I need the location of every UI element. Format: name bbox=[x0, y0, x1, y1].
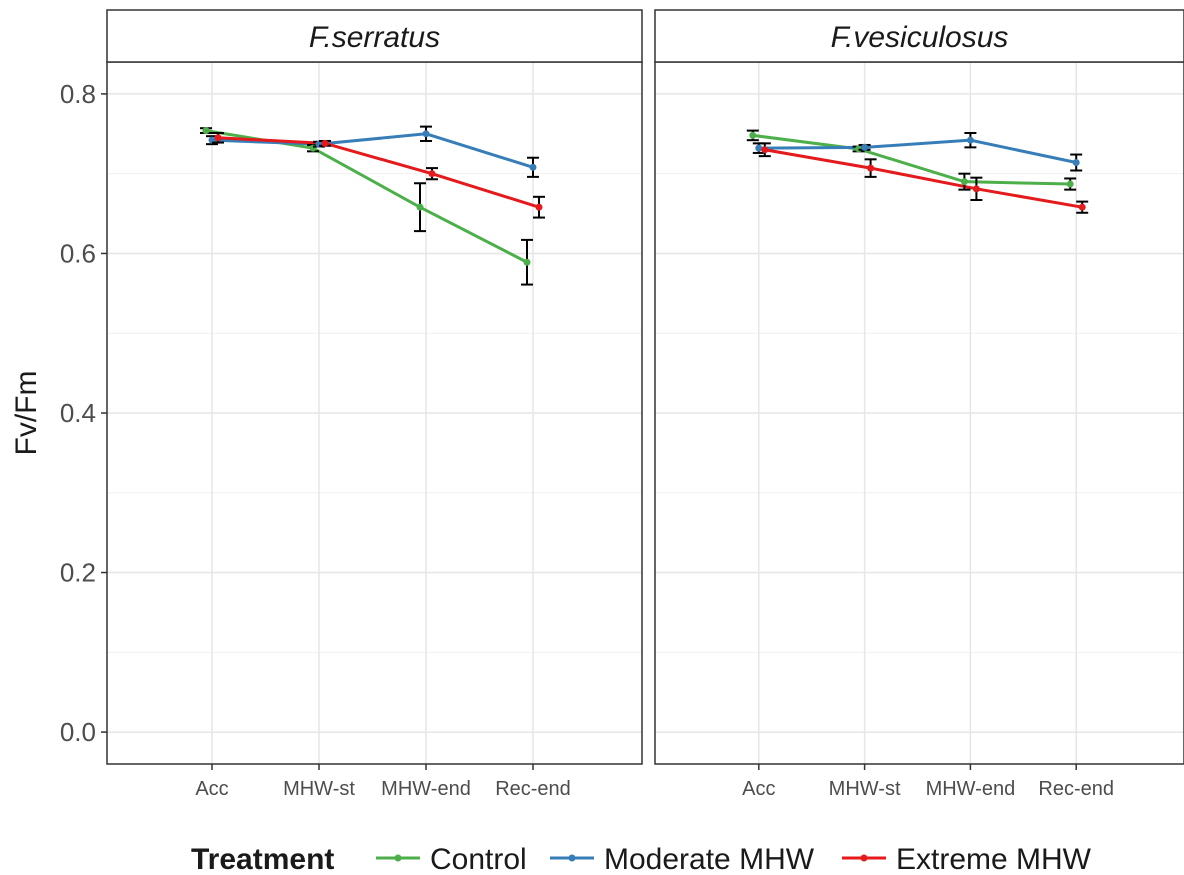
legend-entry-control: Control bbox=[376, 843, 527, 875]
y-tick-label: 0.4 bbox=[60, 398, 96, 428]
y-tick-label: 0.0 bbox=[60, 717, 96, 747]
y-tick-label: 0.8 bbox=[60, 79, 96, 109]
legend-entry-moderate-mhw: Moderate MHW bbox=[550, 843, 815, 875]
data-point bbox=[529, 163, 537, 171]
x-tick-label: Acc bbox=[742, 778, 775, 800]
data-point bbox=[523, 258, 531, 266]
data-point bbox=[428, 170, 436, 178]
facet-strip bbox=[654, 9, 1184, 63]
x-tick-label: Acc bbox=[195, 778, 228, 800]
facet-title: F.vesiculosus bbox=[831, 21, 1009, 54]
data-point bbox=[761, 146, 769, 154]
legend-title: Treatment bbox=[191, 843, 334, 875]
legend-label: Extreme MHW bbox=[896, 843, 1092, 875]
legend-label: Control bbox=[430, 843, 527, 875]
panel-1: F.vesiculosus Acc MHW-st MHW-end Rec-end bbox=[654, 9, 1184, 800]
legend-key-point bbox=[860, 854, 868, 862]
x-tick-label: MHW-st bbox=[829, 778, 901, 800]
data-point bbox=[1066, 180, 1074, 188]
data-point bbox=[214, 134, 222, 142]
data-point bbox=[202, 127, 210, 135]
facet-title: F.serratus bbox=[309, 21, 440, 54]
x-tick-label: MHW-end bbox=[381, 778, 471, 800]
legend-key-point bbox=[394, 854, 402, 862]
data-point bbox=[861, 143, 869, 151]
data-point bbox=[422, 130, 430, 138]
data-point bbox=[960, 178, 968, 186]
data-point bbox=[755, 144, 763, 152]
series-line-extreme-mhw bbox=[217, 136, 540, 209]
data-point bbox=[749, 131, 757, 139]
x-tick-label: MHW-st bbox=[283, 778, 355, 800]
data-point bbox=[972, 185, 980, 193]
data-point bbox=[535, 203, 543, 211]
legend-entry-extreme-mhw: Extreme MHW bbox=[842, 843, 1092, 875]
data-point bbox=[1072, 159, 1080, 167]
legend-label: Moderate MHW bbox=[604, 843, 815, 875]
data-point bbox=[966, 136, 974, 144]
data-point bbox=[1078, 203, 1086, 211]
x-tick-label: MHW-end bbox=[926, 778, 1016, 800]
y-axis: 0.0 0.2 0.4 0.6 0.8 bbox=[60, 79, 107, 747]
x-tick-label: Rec-end bbox=[1038, 778, 1114, 800]
data-point bbox=[416, 203, 424, 211]
series-line-moderate-mhw bbox=[758, 138, 1077, 164]
y-axis-title: Fv/Fm bbox=[10, 371, 43, 456]
series-line-control bbox=[752, 133, 1071, 186]
legend-key-point bbox=[568, 854, 576, 862]
data-point bbox=[867, 164, 875, 172]
legend: Treatment Control Moderate MHW Extreme MHW bbox=[191, 843, 1092, 875]
y-tick-label: 0.6 bbox=[60, 238, 96, 268]
x-tick-label: Rec-end bbox=[495, 778, 571, 800]
data-point bbox=[321, 139, 329, 147]
series-line-extreme-mhw bbox=[764, 148, 1083, 209]
facet-strip bbox=[106, 9, 643, 63]
panel-0: F.serratus Acc MHW-st MHW-end Rec-end bbox=[106, 9, 643, 800]
y-tick-label: 0.2 bbox=[60, 558, 96, 588]
series-line-moderate-mhw bbox=[211, 132, 534, 169]
